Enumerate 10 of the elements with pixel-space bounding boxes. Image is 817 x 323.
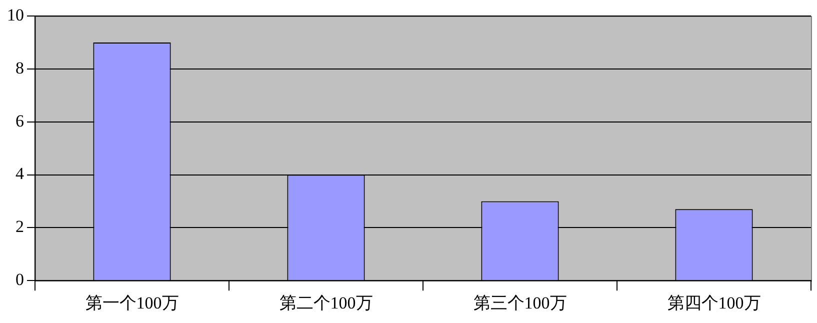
x-tick-label: 第四个100万 (667, 293, 761, 312)
x-tick-label: 第二个100万 (279, 293, 373, 312)
x-tick-label: 第三个100万 (473, 293, 567, 312)
y-tick-label: 2 (16, 217, 24, 236)
y-tick-label: 4 (16, 164, 24, 184)
y-tick-label: 6 (16, 111, 24, 130)
y-tick-label: 0 (16, 270, 24, 290)
x-tick-label: 第一个100万 (85, 293, 179, 312)
y-tick-label: 10 (7, 5, 24, 24)
y-tick-label: 8 (16, 58, 24, 78)
